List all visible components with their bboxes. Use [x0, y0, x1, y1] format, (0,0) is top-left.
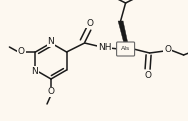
Text: O: O: [144, 71, 151, 79]
Text: O: O: [86, 19, 93, 27]
Text: N: N: [48, 38, 54, 46]
Text: O: O: [164, 45, 171, 54]
Text: N: N: [31, 67, 38, 76]
FancyBboxPatch shape: [117, 42, 135, 56]
Text: Als: Als: [121, 46, 130, 52]
Text: NH: NH: [98, 44, 111, 53]
Text: O: O: [18, 48, 25, 57]
Polygon shape: [118, 21, 128, 42]
Text: O: O: [48, 87, 55, 97]
